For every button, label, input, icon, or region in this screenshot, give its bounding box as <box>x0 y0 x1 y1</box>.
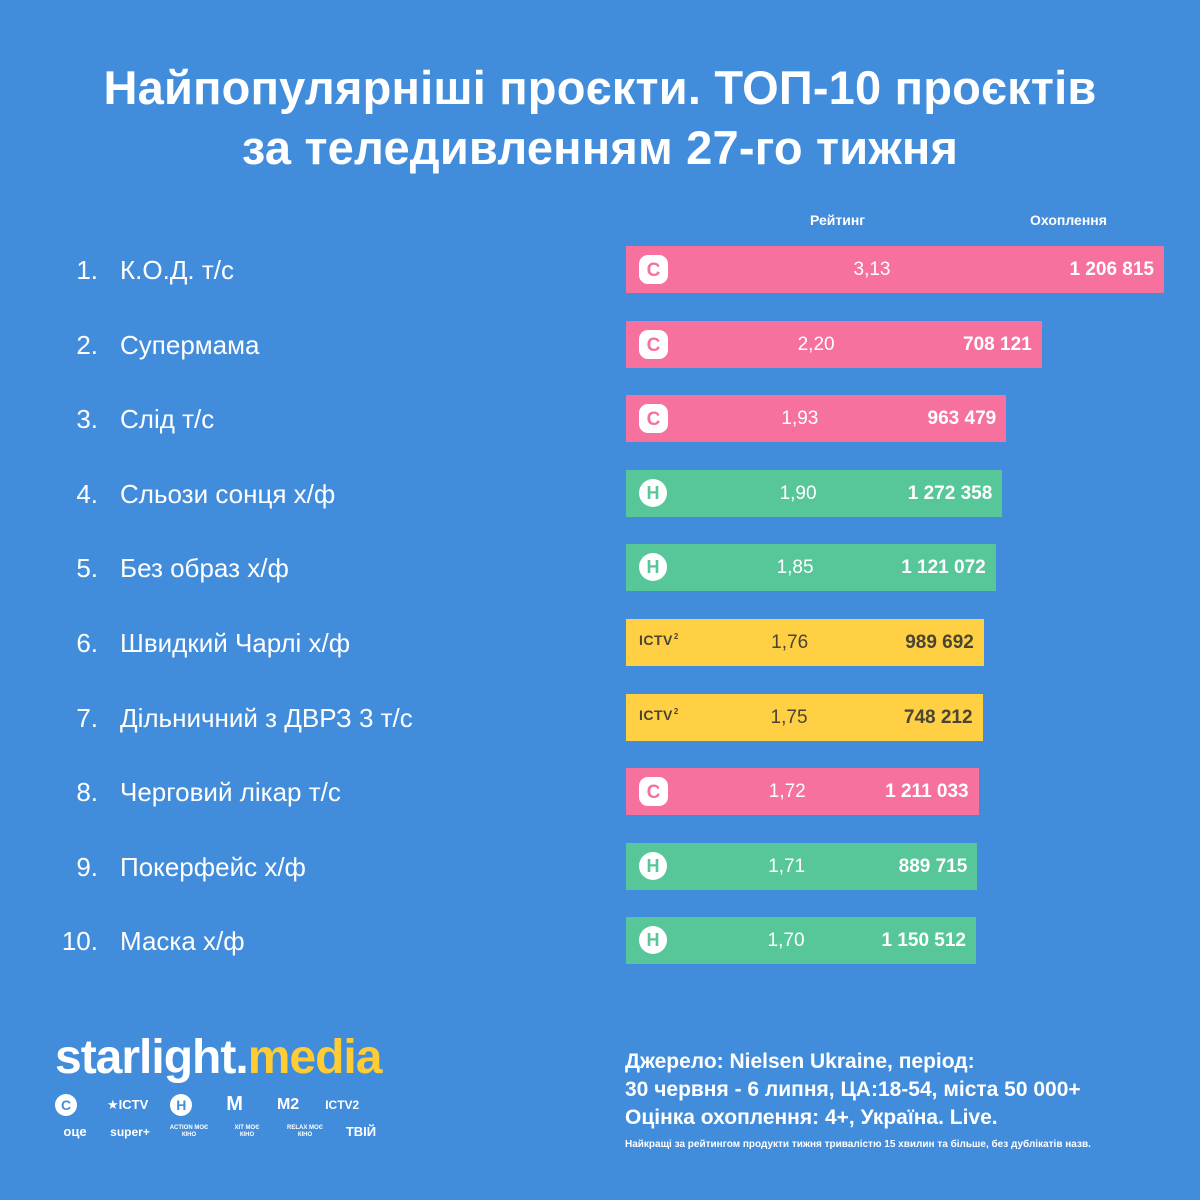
channel-oce-logo: оце <box>63 1124 87 1139</box>
channel-ictv2-icon: ICTV2 <box>639 706 679 723</box>
channel-h-icon: Н <box>639 851 667 880</box>
brand-part-1: starlight <box>55 1031 236 1084</box>
bar: Н 1,90 1 272 358 <box>626 469 1003 517</box>
channel-h-icon: Н <box>639 553 667 582</box>
rating-label: 1,93 <box>781 408 819 430</box>
reach-label: 1 206 815 <box>1069 259 1154 280</box>
rank-list: 1. К.О.Д. т/с 2. Супермама 3. Слід т/с 4. Сльоз… <box>0 0 600 1000</box>
title-line-2: за теледивленням 27-го тижня <box>241 121 959 174</box>
rating-label: 3,13 <box>853 259 891 280</box>
brand-dot: . <box>235 1031 248 1084</box>
rank-number: 3. <box>76 404 98 435</box>
project-name: Супермама <box>120 329 260 360</box>
rank-number: 10. <box>61 926 98 957</box>
channel-c-icon: С <box>639 255 668 284</box>
reach-label: 708 121 <box>963 333 1032 355</box>
svg-text:С: С <box>647 335 661 356</box>
rank-number: 4. <box>76 478 98 509</box>
channel-ictv2-icon: ICTV2 <box>639 632 679 648</box>
source-line-3: Оцінка охоплення: 4+, Україна. Live. <box>625 1106 998 1129</box>
starlight-media-logo: starlight.media <box>55 1028 383 1088</box>
svg-text:С: С <box>647 260 661 281</box>
project-name: Швидкий Чарлі х/ф <box>120 628 351 658</box>
channel-m2-logo: М2 <box>276 1095 300 1113</box>
reach-label: 1 121 072 <box>901 557 986 579</box>
reach-label: 748 212 <box>903 706 973 728</box>
svg-text:С: С <box>647 409 661 430</box>
bar: Н 1,71 889 715 <box>626 842 978 890</box>
rating-label: 1,70 <box>767 930 805 952</box>
bar: С 1,93 963 479 <box>626 395 1007 443</box>
svg-text:С: С <box>647 782 661 803</box>
channel-hit-mk-logo: ХІТ МОЄ КІНО <box>234 1124 260 1138</box>
channel-h-icon: Н <box>639 926 667 955</box>
channel-logos-row-1: С ★ICTV Н М М2 ICTV2 <box>55 1093 359 1116</box>
project-name: Без образ х/ф <box>120 553 289 584</box>
bar: Н 1,85 1 121 072 <box>626 544 996 592</box>
bar: ICTV2 1,76 989 692 <box>626 619 984 666</box>
channel-c-icon: С <box>639 329 668 359</box>
bar: С 2,20 708 121 <box>626 320 1042 368</box>
rank-number: 8. <box>76 777 98 808</box>
channel-ictv-logo: ★ICTV <box>107 1096 149 1112</box>
channel-action-mk-logo: ACTION МОЄ КІНО <box>169 1124 209 1138</box>
rank-number: 9. <box>76 851 98 882</box>
rank-number: 5. <box>76 553 98 584</box>
brand-part-2: media <box>247 1031 383 1084</box>
rating-label: 1,71 <box>768 855 806 877</box>
rating-column-header: Рейтинг <box>810 212 866 228</box>
rank-number: 1. <box>76 255 98 285</box>
rating-label: 2,20 <box>797 333 835 355</box>
channel-tviy-logo: ТВІЙ <box>345 1124 377 1139</box>
reach-label: 1 150 512 <box>881 930 966 952</box>
rating-label: 1,76 <box>771 632 809 653</box>
project-name: К.О.Д. т/с <box>120 255 235 285</box>
rank-number: 7. <box>76 702 98 733</box>
project-name: Покерфейс х/ф <box>120 851 306 882</box>
channel-c-icon: С <box>639 777 668 807</box>
page-title: Найпопулярніші проєкти. ТОП-10 проєктів … <box>0 58 1200 178</box>
rank-number: 6. <box>76 628 98 658</box>
bar: С 3,13 1 206 815 <box>626 246 1164 293</box>
project-name: Черговий лікар т/с <box>120 777 341 808</box>
rating-label: 1,85 <box>776 557 814 579</box>
channel-ictv2-logo: ICTV2 <box>325 1097 360 1112</box>
project-name: Маска х/ф <box>120 926 245 957</box>
reach-label: 1 211 033 <box>885 781 969 803</box>
rating-label: 1,72 <box>768 781 806 803</box>
bar: Н 1,70 1 150 512 <box>626 917 976 965</box>
channel-super-logo: super+ <box>110 1124 150 1139</box>
project-name: Сльози сонця х/ф <box>120 478 336 509</box>
rank-number: 2. <box>76 329 98 360</box>
reach-label: 889 715 <box>898 855 968 877</box>
title-line-1: Найпопулярніші проєкти. ТОП-10 проєктів <box>103 61 1097 114</box>
project-name: Слід т/с <box>120 404 215 435</box>
bar: ICTV2 1,75 748 212 <box>626 693 983 741</box>
reach-label: 963 479 <box>927 408 997 430</box>
source-line-1: Джерело: Nielsen Ukraine, період: <box>625 1050 975 1073</box>
rating-label: 1,75 <box>770 706 808 728</box>
source-line-2: 30 червня - 6 липня, ЦА:18-54, міста 50 … <box>625 1078 1081 1101</box>
channel-c-logo: С <box>55 1093 77 1116</box>
channel-relax-mk-logo: RELAX МОЄ КІНО <box>287 1124 323 1138</box>
project-name: Дільничний з ДВРЗ 3 т/с <box>120 702 413 733</box>
channel-logos-row-2: оце super+ ACTION МОЄ КІНО ХІТ МОЄ КІНО … <box>55 1124 383 1139</box>
channel-h-logo: Н <box>170 1093 193 1116</box>
channel-m-logo: М <box>226 1093 243 1115</box>
reach-label: 1 272 358 <box>907 482 993 504</box>
reach-column-header: Охоплення <box>1030 212 1107 228</box>
bar-chart: С 3,13 1 206 815 С 2,20 708 121 С 1,93 963 479 Н 1… <box>626 246 1164 965</box>
channel-h-icon: Н <box>639 478 667 507</box>
footnote: Найкращі за рейтингом продукти тижня три… <box>625 1139 1091 1150</box>
rating-label: 1,90 <box>779 482 817 504</box>
source-note: Джерело: Nielsen Ukraine, період: 30 чер… <box>625 1048 1185 1132</box>
reach-label: 989 692 <box>905 632 974 653</box>
channel-c-icon: С <box>639 404 668 434</box>
bar: С 1,72 1 211 033 <box>626 768 979 816</box>
